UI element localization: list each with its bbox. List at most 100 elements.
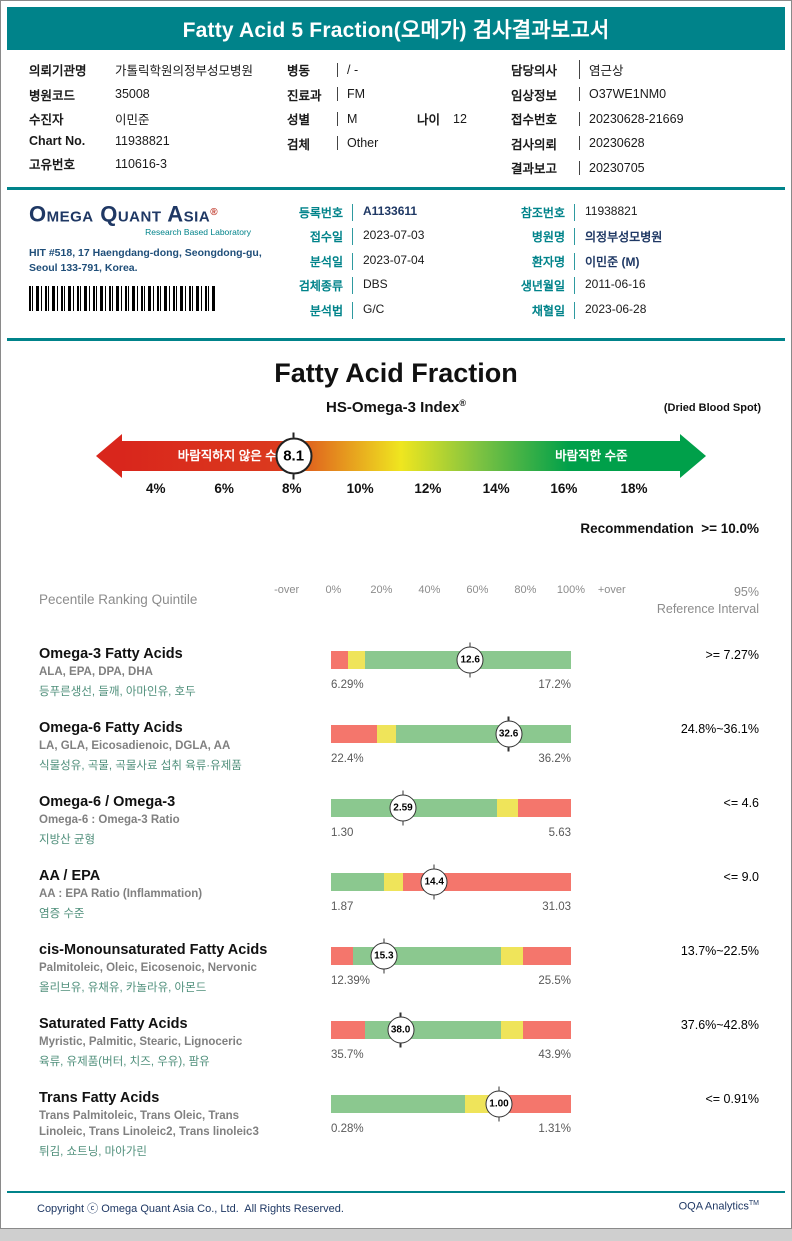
marker-pointer-top — [292, 432, 295, 438]
reference-interval-value: 24.8%~36.1% — [680, 722, 759, 736]
lab-field-row: 생년월일 2011-06-16 — [499, 277, 775, 294]
fatty-acid-subtitle: Omega-6 : Omega-3 Ratio — [39, 814, 180, 826]
result-value-marker: 32.6 — [495, 716, 523, 752]
fatty-acid-info: cis-Monounsaturated Fatty Acids Palmitole… — [39, 942, 331, 995]
quintile-scale-label: 60% — [466, 584, 489, 596]
marker-pointer-top — [498, 1086, 500, 1091]
section-divider — [7, 338, 785, 341]
lab-field-value: 11938821 — [585, 203, 638, 218]
fatty-acid-title: AA / EPA — [39, 868, 101, 884]
report-footer: Copyright ⓒ Omega Quant Asia Co., Ltd. A… — [7, 1191, 785, 1216]
quintile-axis-title: Pecentile Ranking Quintile — [39, 592, 198, 607]
lab-field-row: 병원명 의정부성모병원 — [499, 228, 775, 245]
fatty-acid-subtitle: AA : EPA Ratio (Inflammation) — [39, 888, 203, 900]
range-max-label: 36.2% — [538, 753, 571, 765]
lab-field-label: 접수일 — [281, 228, 353, 245]
fatty-acid-title: cis-Monounsaturated Fatty Acids — [39, 942, 268, 958]
bar-segment-yellow — [501, 947, 523, 965]
quintile-scale-label: +over — [597, 584, 626, 596]
quintile-bar-track — [331, 725, 571, 743]
bar-segment-yellow — [347, 651, 365, 669]
fatty-acid-title: Omega-6 Fatty Acids — [39, 720, 183, 736]
quintile-scale: -over 0% 20% 40% 60% 80% 100% +over — [274, 584, 626, 600]
range-max-label: 17.2% — [538, 679, 571, 691]
patient-info-label: 접수번호 — [511, 113, 558, 127]
quintile-scale-label: 0% — [325, 584, 342, 596]
fatty-acid-subtitle: Linoleic, Trans Linoleic2, Trans linolei… — [39, 1126, 259, 1138]
patient-info-value: 이민준 — [115, 113, 150, 127]
lab-field-label: 참조번호 — [499, 203, 575, 221]
lab-field-value: 2023-07-03 — [363, 228, 425, 242]
gauge-gradient-bar: 바람직하지 않은 수준 바람직한 수준 — [121, 441, 681, 471]
lab-field-value: 2023-07-04 — [363, 252, 425, 267]
bar-segment-green — [395, 725, 571, 743]
quintile-scale-label: 40% — [418, 584, 441, 596]
result-value-marker: 2.59 — [389, 790, 417, 826]
fatty-acid-title: Saturated Fatty Acids — [39, 1016, 188, 1032]
quintile-bar: 2.59 1.30 5.63 — [331, 790, 571, 845]
fatty-acid-food-sources: 육류, 유제품(버터, 치즈, 우유), 팜유 — [39, 1056, 210, 1068]
patient-info-row: 임상정보 O37WE1NM0 — [511, 85, 775, 104]
patient-info-row: 고유번호 110616-3 — [29, 154, 287, 173]
quintile-bar: 14.4 1.87 31.03 — [331, 864, 571, 919]
quintile-bar-track — [331, 651, 571, 669]
bar-segment-red — [331, 947, 353, 965]
patient-info-value: 20230628-21669 — [579, 111, 684, 126]
bar-segment-red — [331, 651, 348, 669]
registered-trademark-icon: ® — [459, 398, 466, 408]
bar-segment-yellow — [383, 873, 403, 891]
patient-info-section: 의뢰기관명 가톨릭학원의정부성모병원 병원코드 35008 수진자 이민준 Chart No… — [1, 50, 791, 187]
result-value-marker: 1.00 — [485, 1086, 513, 1122]
quintile-bar-track — [331, 1021, 571, 1039]
gauge-scale: 4% 6% 8% 10% 12% 14% 16% 18% — [96, 481, 706, 501]
marker-pointer-top — [383, 938, 385, 943]
reference-interval-value: >= 7.27% — [705, 648, 759, 662]
laboratory-identity: Omega Quant Asia® Research Based Laborat… — [29, 201, 281, 327]
range-min-label: 1.30 — [331, 827, 354, 839]
undesirable-level-label: 바람직하지 않은 수준 — [177, 449, 289, 463]
patient-info-value: Other — [337, 136, 403, 150]
patient-info-label: 진료과 — [287, 88, 322, 103]
lab-field-row: 접수일 2023-07-03 — [281, 228, 499, 245]
result-value: 32.6 — [495, 720, 523, 748]
gauge-tick-label: 6% — [214, 481, 234, 496]
patient-info-value: 20230705 — [579, 160, 645, 175]
patient-info-label: 검사의뢰 — [511, 137, 558, 152]
specimen-fields: 등록번호 A1133611 접수일 2023-07-03 분석일 2023-07-04 검체… — [281, 201, 499, 327]
quintile-bar: 1.00 0.28% 1.31% — [331, 1086, 571, 1141]
patient-info-row: 수진자 이민준 — [29, 109, 287, 128]
omega-quant-asia-logo: Omega Quant Asia® — [29, 201, 281, 229]
reference-interval-value: <= 0.91% — [705, 1092, 759, 1106]
patient-info-label: 고유번호 — [29, 158, 76, 172]
lab-field-value: 의정부성모병원 — [585, 230, 663, 244]
index-heading: HS-Omega-3 Index® (Dried Blood Spot) — [1, 398, 791, 418]
patient-info-value: 110616-3 — [115, 156, 167, 171]
patient-info-value: 12 — [453, 111, 467, 126]
bar-segment-red — [518, 799, 571, 817]
gauge-tick-label: 12% — [414, 481, 442, 496]
gauge-arrow-right-icon — [680, 434, 706, 478]
gauge-arrow-left-icon — [96, 434, 122, 478]
gauge-tick-label: 18% — [620, 481, 648, 496]
lab-field-label: 환자명 — [499, 252, 575, 270]
lab-field-label: 검체종류 — [281, 277, 353, 294]
marker-pointer-bottom — [383, 969, 385, 974]
lab-field-value: 2011-06-16 — [585, 277, 646, 291]
patient-info-row: 진료과 FM — [287, 85, 511, 104]
gauge-tick-label: 16% — [550, 481, 578, 496]
patient-info-value: O37WE1NM0 — [579, 87, 666, 101]
patient-info-row: 결과보고 20230705 — [511, 158, 775, 177]
marker-pointer-bottom — [507, 747, 510, 752]
marker-pointer-top — [433, 864, 435, 869]
fatty-acid-title: Trans Fatty Acids — [39, 1090, 160, 1106]
result-value: 15.3 — [370, 942, 398, 970]
patient-info-column-middle: 병동 / - 진료과 FM 성별 M 나이 12 검체 Other — [287, 60, 511, 183]
bar-segment-yellow — [496, 799, 519, 817]
fatty-acid-row: Omega-3 Fatty Acids ALA, EPA, DPA, DHA 등푸른… — [39, 642, 759, 720]
footer-divider — [7, 1191, 785, 1193]
quintile-bar-track — [331, 947, 571, 965]
quintile-bar: 12.6 6.29% 17.2% — [331, 642, 571, 697]
result-value: 1.00 — [485, 1090, 513, 1118]
range-max-label: 1.31% — [538, 1123, 571, 1135]
fatty-acid-row: Saturated Fatty Acids Myristic, Palmitic,… — [39, 1012, 759, 1090]
